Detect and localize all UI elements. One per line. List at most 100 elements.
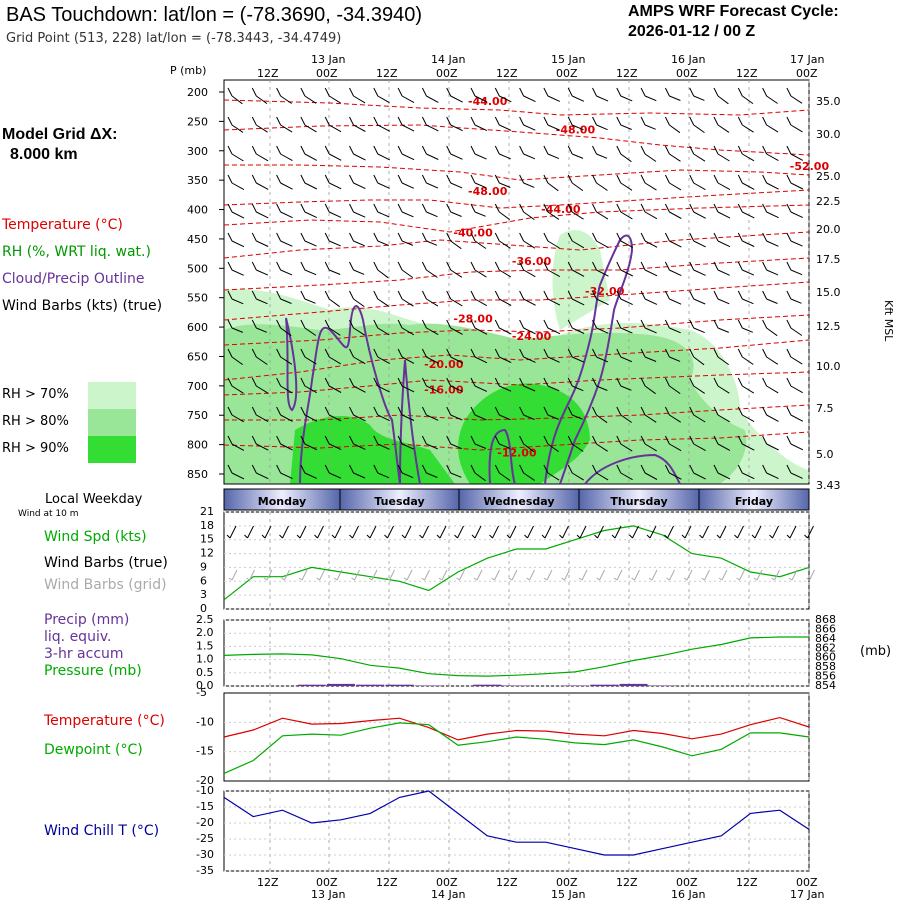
wind-barb [300, 174, 318, 190]
wind-barb [640, 319, 657, 334]
grid-wind-barb [806, 569, 815, 581]
wind-barb [762, 174, 779, 190]
wind-barb [397, 464, 414, 479]
top-date-label: 16 Jan [671, 53, 705, 66]
wind-speed-tick-label: 3 [200, 588, 207, 601]
grid-wind-barb [491, 569, 500, 581]
wind-barb [251, 87, 268, 105]
wind-barb [543, 464, 560, 481]
pressure-tick-label: 700 [187, 380, 208, 393]
wind-barb [786, 377, 803, 394]
wind-barb [470, 145, 487, 160]
wind-barb [397, 435, 414, 450]
wind-barb [762, 145, 779, 162]
wind-barb [421, 203, 438, 218]
pressure-unit-label: (mb) [860, 644, 892, 659]
wind-barb [421, 464, 438, 478]
wind-barb [713, 232, 731, 248]
wind-barb [349, 203, 366, 218]
grid-wind-barb [386, 569, 395, 581]
wind-barb [276, 87, 292, 104]
top-date-label: 13 Jan [311, 53, 345, 66]
wind-barb [373, 319, 390, 336]
top-hour-label: 00Z [676, 67, 698, 80]
height-tick-label: 10.0 [816, 360, 841, 373]
wind-barb [227, 377, 244, 394]
wind-barb [470, 261, 487, 278]
pressure-tick-label: 650 [187, 350, 208, 363]
wind-barb [349, 377, 366, 393]
rh-key-70-swatch [88, 382, 136, 409]
surface-wind-barb [559, 525, 569, 539]
temperature-contour [224, 404, 810, 421]
wind-barb [640, 87, 657, 102]
wind-barb [494, 116, 512, 131]
wind-barb [349, 319, 366, 336]
wind-barb [616, 435, 633, 452]
wind-barb [737, 174, 755, 190]
wind-barb [276, 319, 292, 337]
height-tick-label: 22.5 [816, 195, 841, 208]
wind-barb [446, 203, 462, 217]
wind-barb [421, 406, 439, 421]
wind-barb [664, 232, 682, 248]
wind-barb [397, 261, 414, 279]
wind-barb [543, 435, 559, 453]
wind-barb [592, 464, 609, 481]
wind-barb [762, 435, 779, 451]
wind-barb-field [227, 87, 804, 482]
wind-panel-frame [223, 511, 810, 610]
surface-wind-barb [769, 525, 779, 539]
wind-barb [494, 87, 512, 103]
wind-barb [762, 406, 779, 422]
wind-barb [470, 203, 486, 217]
top-hour-label: 12Z [257, 67, 279, 80]
wind-barb [494, 406, 511, 421]
wind-barb [227, 232, 245, 248]
wind-barb [616, 290, 633, 306]
temperature-contour-label: -12.00 [497, 446, 537, 459]
wind-barb [616, 203, 633, 220]
grid-wind-barb [596, 569, 605, 581]
wind-barb [664, 174, 682, 191]
wind-barb [737, 464, 755, 480]
height-axis-title: Kft MSL [882, 300, 895, 342]
grid-wind-barb [246, 569, 255, 581]
precip-bar [473, 684, 502, 686]
precip-label: Precip (mm) [44, 612, 130, 628]
wind-barb [616, 116, 632, 130]
wind-speed-label: Wind Spd (kts) [44, 529, 147, 545]
wind-barb [664, 464, 682, 480]
rh-key-70-label: RH > 70% [2, 387, 69, 402]
surface-wind-barb [279, 525, 289, 539]
wind-barb [543, 377, 560, 392]
wind-barb [227, 290, 244, 305]
temp-tick-label: -15 [196, 745, 214, 758]
wind-barb [397, 203, 414, 218]
wind-barb [664, 290, 682, 305]
wind-barb [762, 319, 778, 337]
wind-barb [616, 406, 632, 423]
wind-barb [349, 261, 365, 275]
wind-barb [494, 290, 512, 306]
bottom-hour-label: 00Z [556, 876, 578, 889]
pressure-tick-label: 862 [815, 641, 836, 654]
wind-barb [227, 406, 244, 423]
wind-barb [592, 319, 609, 334]
surface-wind-barbs [226, 525, 815, 581]
grid-wind-barb [263, 569, 273, 581]
precip-panel-frame [223, 619, 810, 687]
legend-temperature: Temperature (°C) [2, 217, 123, 233]
wind-barb [300, 406, 318, 422]
precip-tick-label: 1.0 [196, 653, 214, 666]
wind-barb [373, 348, 390, 365]
wind-barb [664, 87, 681, 101]
windchill-tick-label: -10 [196, 784, 214, 797]
wind-barb [227, 435, 245, 451]
cloud-outline [544, 234, 634, 485]
wind-barb [640, 232, 658, 248]
wind-barb [689, 87, 705, 101]
wind-barb [786, 435, 804, 451]
wind-barb [421, 145, 439, 160]
wind-barb [640, 203, 658, 220]
